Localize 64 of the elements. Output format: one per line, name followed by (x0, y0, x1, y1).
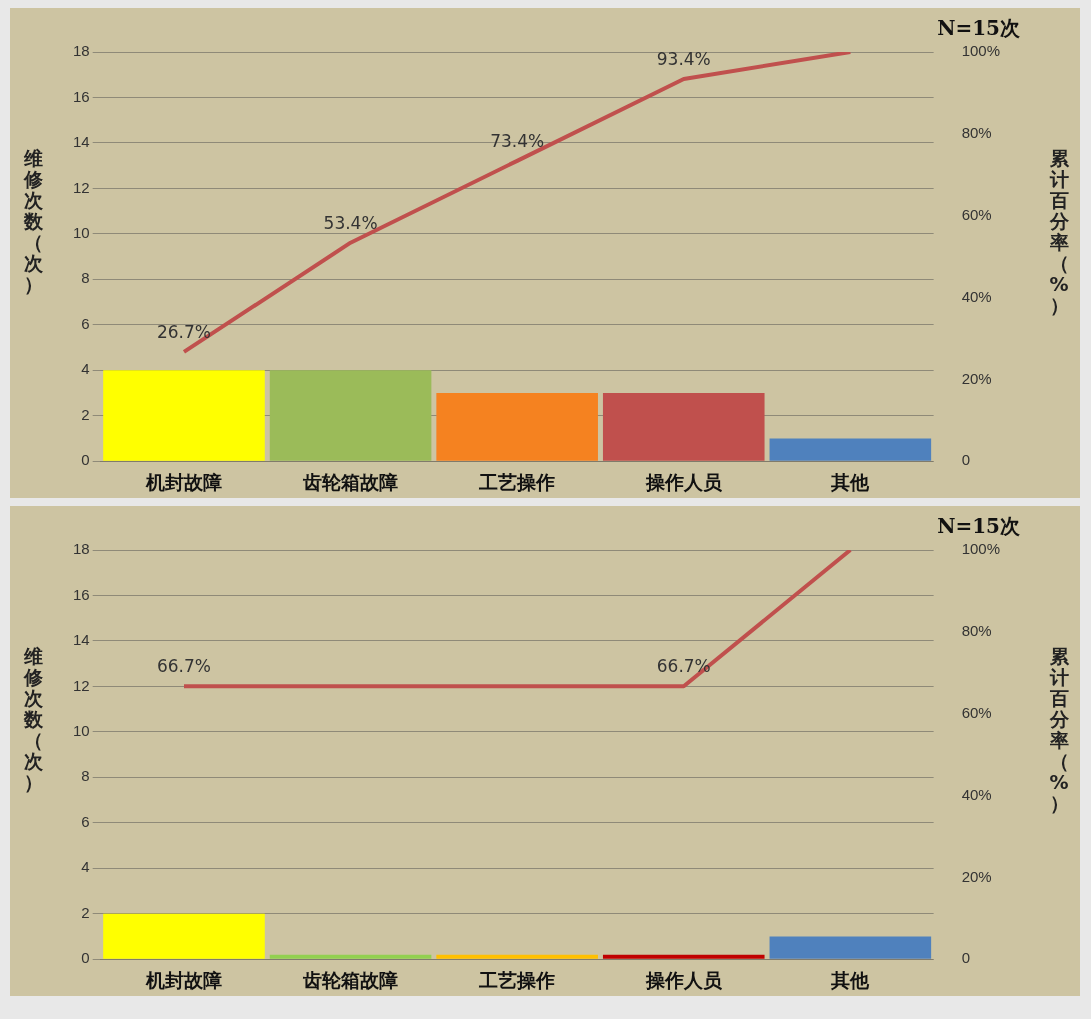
y2-tick-label: 0 (961, 451, 970, 469)
y-tick-label: 0 (81, 949, 90, 967)
y-tick-label: 18 (73, 42, 90, 60)
y-axis-title: 维修次数（次） (22, 147, 44, 295)
y2-tick-label: 80% (961, 123, 992, 141)
x-tick-label: 其他 (830, 470, 871, 493)
y2-tick-label: 40% (961, 785, 992, 803)
y-tick-label: 14 (73, 133, 90, 151)
bar (602, 954, 765, 959)
y2-tick-label: 0 (961, 949, 970, 967)
bar (769, 936, 932, 959)
y-tick-label: 12 (73, 676, 90, 694)
data-label: 53.4% (323, 212, 378, 233)
y2-axis-title: 累计百分率（%） (1048, 645, 1070, 814)
bar (602, 393, 765, 461)
x-tick-label: 操作人员 (644, 470, 723, 493)
x-tick-label: 其他 (830, 968, 871, 991)
y-tick-label: 8 (81, 269, 90, 287)
y-tick-label: 4 (81, 360, 90, 378)
y2-tick-label: 20% (961, 369, 992, 387)
y-tick-label: 18 (73, 540, 90, 558)
data-label: 73.4% (490, 130, 545, 151)
bar (769, 438, 932, 461)
y-tick-label: 14 (73, 631, 90, 649)
y-tick-label: 2 (81, 405, 90, 423)
bar (269, 370, 432, 461)
bar (103, 370, 265, 461)
y2-tick-label: 20% (961, 867, 992, 885)
x-tick-label: 机封故障 (144, 470, 222, 493)
data-label: 66.7% (656, 656, 711, 677)
y-tick-label: 6 (81, 314, 90, 332)
y2-tick-label: 100% (961, 42, 1001, 60)
y2-tick-label: 100% (961, 540, 1001, 558)
y-tick-label: 0 (81, 451, 90, 469)
x-tick-label: 齿轮箱故障 (302, 968, 399, 991)
y2-tick-label: 40% (961, 287, 992, 305)
y2-tick-label: 60% (961, 205, 992, 223)
text: N=15次 (937, 514, 1021, 539)
y-tick-label: 16 (73, 585, 90, 603)
x-tick-label: 工艺操作 (478, 968, 556, 991)
y-tick-label: 4 (81, 858, 90, 876)
x-tick-label: 工艺操作 (478, 470, 556, 493)
bar (269, 954, 432, 959)
x-tick-label: 机封故障 (144, 968, 222, 991)
bar (436, 954, 598, 959)
bar (436, 393, 598, 461)
bar (103, 913, 265, 959)
y2-tick-label: 60% (961, 703, 992, 721)
data-label: 93.4% (656, 48, 711, 69)
y2-tick-label: 80% (961, 621, 992, 639)
y-tick-label: 2 (81, 903, 90, 921)
x-tick-label: 操作人员 (644, 968, 723, 991)
y-tick-label: 10 (73, 224, 90, 242)
y-tick-label: 6 (81, 812, 90, 830)
data-label: 26.7% (156, 321, 211, 342)
x-tick-label: 齿轮箱故障 (302, 470, 399, 493)
y-tick-label: 12 (73, 178, 90, 196)
data-label: 66.7% (156, 656, 211, 677)
y-axis-title: 维修次数（次） (22, 645, 44, 793)
y-tick-label: 16 (73, 87, 90, 105)
text: N=15次 (937, 16, 1021, 41)
y2-axis-title: 累计百分率（%） (1048, 147, 1070, 316)
y-tick-label: 8 (81, 767, 90, 785)
y-tick-label: 10 (73, 722, 90, 740)
